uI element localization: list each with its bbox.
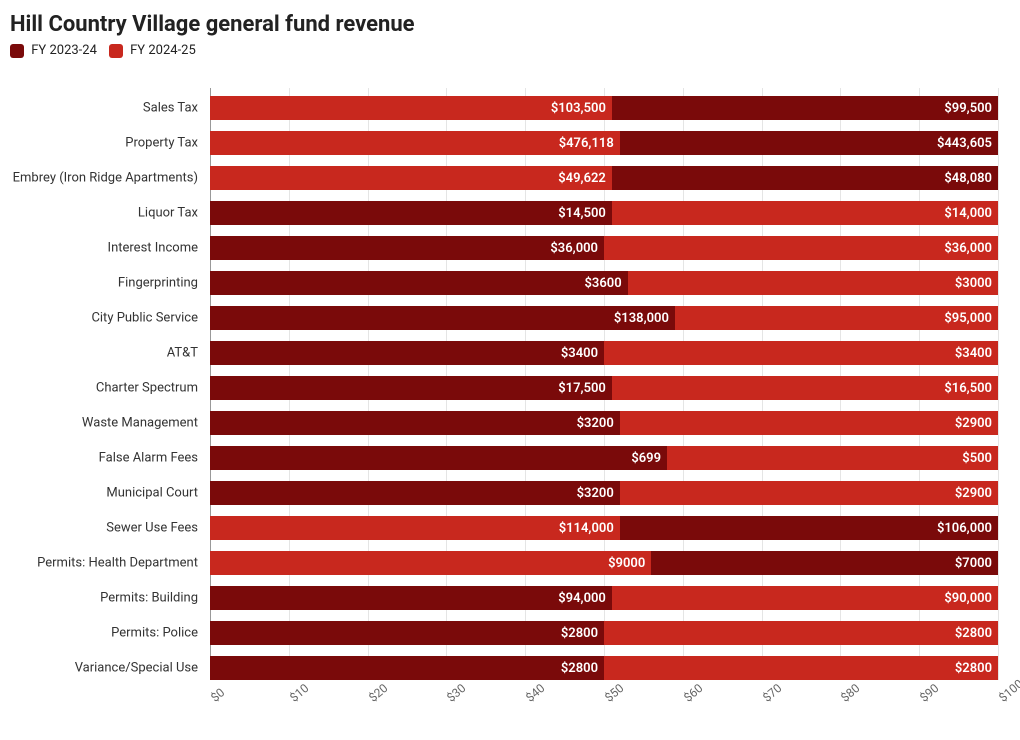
bar-segment-right: $7000 [651, 551, 998, 575]
category-label: Liquor Tax [138, 206, 198, 221]
bar-row: $699$500 [210, 446, 998, 470]
category-label: Permits: Health Department [37, 556, 198, 571]
x-tick-label: $10 [287, 681, 311, 705]
bar-row: $138,000$95,000 [210, 306, 998, 330]
bar-segment-right: $99,500 [612, 96, 998, 120]
x-tick-label: $20 [366, 681, 390, 705]
bar-segment-right: $90,000 [612, 586, 998, 610]
x-tick-label: $80 [838, 681, 862, 705]
bar-segment-right: $95,000 [675, 306, 998, 330]
bar-segment-right: $2900 [620, 411, 998, 435]
plot-area: $0$10$20$30$40$50$60$70$80$90$100$103,50… [210, 88, 998, 680]
x-tick-label: $90 [917, 681, 941, 705]
bar-segment-left: $3600 [210, 271, 628, 295]
bar-segment-left: $699 [210, 446, 667, 470]
bar-segment-right: $3000 [628, 271, 998, 295]
bar-segment-left: $36,000 [210, 236, 604, 260]
bar-segment-left: $94,000 [210, 586, 612, 610]
bar-row: $103,500$99,500 [210, 96, 998, 120]
legend-label-fy2023: FY 2023-24 [31, 43, 97, 58]
legend: FY 2023-24 FY 2024-25 [10, 43, 1006, 58]
bar-segment-right: $2800 [604, 656, 998, 680]
bar-segment-right: $443,605 [620, 131, 998, 155]
bar-segment-left: $49,622 [210, 166, 612, 190]
category-label: Permits: Police [111, 626, 198, 641]
legend-item-fy2023: FY 2023-24 [10, 43, 97, 58]
bar-row: $14,500$14,000 [210, 201, 998, 225]
category-label: Embrey (Iron Ridge Apartments) [13, 171, 198, 186]
category-label: Sewer Use Fees [106, 521, 198, 536]
bar-row: $476,118$443,605 [210, 131, 998, 155]
legend-swatch-fy2023 [10, 44, 24, 58]
category-label: Property Tax [125, 136, 198, 151]
legend-item-fy2024: FY 2024-25 [109, 43, 196, 58]
bar-row: $17,500$16,500 [210, 376, 998, 400]
y-axis-labels: Sales Tax Property Tax Embrey (Iron Ridge … [0, 88, 210, 680]
bar-row: $2800$2800 [210, 656, 998, 680]
bar-segment-left: $138,000 [210, 306, 675, 330]
bar-row: $94,000$90,000 [210, 586, 998, 610]
bar-segment-left: $2800 [210, 621, 604, 645]
bar-segment-left: $9000 [210, 551, 651, 575]
category-label: Municipal Court [106, 486, 198, 501]
category-label: Charter Spectrum [96, 381, 198, 396]
bar-segment-right: $14,000 [612, 201, 998, 225]
bar-row: $3200$2900 [210, 411, 998, 435]
bar-row: $3400$3400 [210, 341, 998, 365]
bar-segment-left: $3200 [210, 481, 620, 505]
x-tick-label: $50 [602, 681, 626, 705]
category-label: Fingerprinting [118, 276, 198, 291]
bar-segment-left: $103,500 [210, 96, 612, 120]
x-tick-label: $100 [996, 677, 1020, 705]
bar-segment-right: $3400 [604, 341, 998, 365]
bar-segment-left: $114,000 [210, 516, 620, 540]
grid-line [998, 88, 999, 680]
bar-row: $114,000$106,000 [210, 516, 998, 540]
bar-segment-left: $2800 [210, 656, 604, 680]
category-label: Interest Income [108, 241, 198, 256]
category-label: False Alarm Fees [99, 451, 198, 466]
bar-segment-left: $476,118 [210, 131, 620, 155]
legend-label-fy2024: FY 2024-25 [130, 43, 196, 58]
bar-segment-left: $3200 [210, 411, 620, 435]
x-tick-label: $0 [208, 685, 227, 704]
category-label: Permits: Building [100, 591, 198, 606]
bar-row: $3200$2900 [210, 481, 998, 505]
bar-segment-left: $17,500 [210, 376, 612, 400]
chart-container: Hill Country Village general fund revenu… [0, 0, 1020, 740]
category-label: Variance/Special Use [75, 661, 198, 676]
bar-row: $49,622$48,080 [210, 166, 998, 190]
x-tick-label: $70 [760, 681, 784, 705]
category-label: AT&T [167, 346, 198, 361]
bar-segment-left: $14,500 [210, 201, 612, 225]
category-label: Sales Tax [143, 101, 198, 116]
bar-row: $3600$3000 [210, 271, 998, 295]
x-tick-label: $30 [444, 681, 468, 705]
bar-segment-right: $16,500 [612, 376, 998, 400]
bar-segment-right: $2900 [620, 481, 998, 505]
bar-row: $2800$2800 [210, 621, 998, 645]
category-label: City Public Service [91, 311, 198, 326]
category-label: Waste Management [82, 416, 198, 431]
bar-segment-right: $2800 [604, 621, 998, 645]
bar-segment-right: $106,000 [620, 516, 998, 540]
bar-row: $9000$7000 [210, 551, 998, 575]
chart-title: Hill Country Village general fund revenu… [10, 12, 1006, 37]
bar-row: $36,000$36,000 [210, 236, 998, 260]
x-tick-label: $40 [523, 681, 547, 705]
bar-segment-left: $3400 [210, 341, 604, 365]
x-tick-label: $60 [681, 681, 705, 705]
bar-segment-right: $48,080 [612, 166, 998, 190]
legend-swatch-fy2024 [109, 44, 123, 58]
bar-segment-right: $500 [667, 446, 998, 470]
bar-segment-right: $36,000 [604, 236, 998, 260]
